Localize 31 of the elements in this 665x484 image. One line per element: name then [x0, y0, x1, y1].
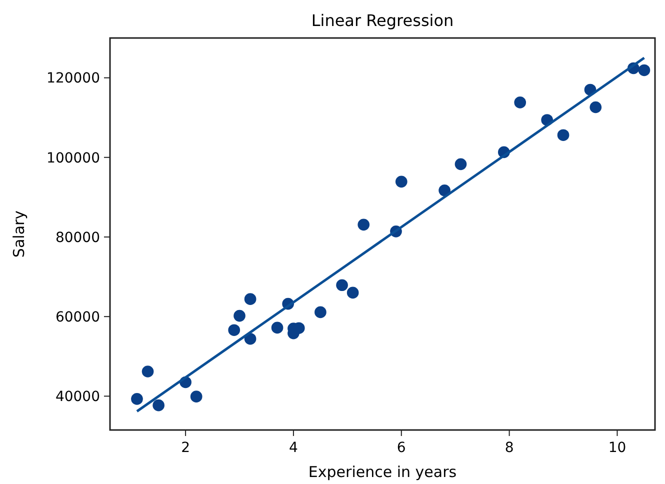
chart-title: Linear Regression [311, 11, 454, 30]
y-tick-label: 60000 [55, 309, 100, 326]
y-tick-label: 120000 [46, 70, 100, 87]
x-tick-label: 2 [181, 440, 190, 456]
point [514, 96, 526, 108]
point [346, 286, 359, 299]
point [358, 218, 370, 231]
x-tick-label: 8 [504, 440, 514, 456]
point [314, 306, 326, 318]
x-tick-label: 10 [608, 440, 626, 456]
point [228, 324, 240, 336]
point [131, 393, 143, 405]
point [271, 322, 284, 334]
y-tick-label: 100000 [46, 150, 100, 166]
y-axis-title: Salary [10, 210, 28, 258]
point [234, 310, 246, 322]
point [336, 279, 348, 292]
point [142, 366, 154, 378]
y-tick-label: 40000 [55, 389, 100, 406]
point [395, 176, 408, 188]
x-axis-title: Experience in years [308, 463, 457, 481]
point [590, 101, 602, 114]
y-tick-label: 80000 [55, 230, 100, 246]
point [244, 293, 256, 305]
point [454, 158, 467, 170]
x-tick-label: 4 [289, 440, 298, 456]
x-tick-label: 6 [396, 440, 406, 456]
point [557, 129, 570, 142]
point [152, 399, 164, 412]
point [638, 64, 650, 76]
point [190, 390, 202, 402]
